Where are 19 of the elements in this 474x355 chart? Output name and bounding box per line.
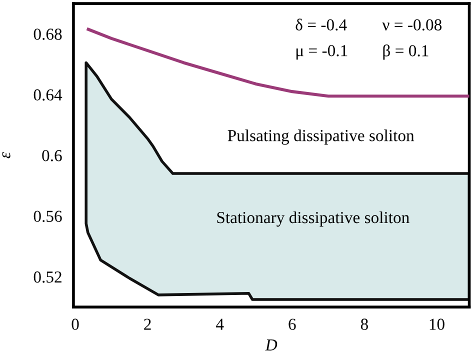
y-tick-label: 0.64 xyxy=(34,89,62,101)
x-tick-label: 2 xyxy=(144,318,151,330)
annotation: μ = -0.1 xyxy=(296,45,348,60)
y-tick-label: 0.6 xyxy=(42,150,62,162)
y-tick-label: 0.56 xyxy=(34,210,62,222)
x-tick-label: 4 xyxy=(216,318,224,330)
y-tick-label: 0.68 xyxy=(34,28,62,40)
annotation: Stationary dissipative soliton xyxy=(217,211,410,227)
x-tick-label: 8 xyxy=(360,318,368,330)
annotation: β = 0.1 xyxy=(383,44,428,60)
y-axis-title: ε xyxy=(2,152,10,158)
x-tick-label: 10 xyxy=(430,318,444,330)
x-axis-title: D xyxy=(265,340,278,350)
x-tick-label: 6 xyxy=(288,318,296,330)
y-tick-label: 0.52 xyxy=(34,271,62,283)
annotation: Pulsating dissipative soliton xyxy=(228,130,414,145)
annotation: ν = -0.08 xyxy=(382,19,442,31)
x-tick-label: 0 xyxy=(72,318,79,330)
annotation: δ = -0.4 xyxy=(296,18,347,31)
